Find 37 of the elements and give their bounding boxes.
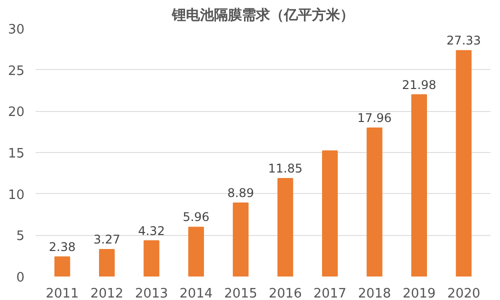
x-tick-label: 2011 [46,286,79,300]
bar [232,202,249,276]
data-label: 3.27 [94,232,120,246]
x-tick-label: 2013 [134,286,168,300]
bar [456,50,472,276]
chart-title: 锂电池隔膜需求（亿平方米） [171,6,354,24]
x-tick-label: 2012 [90,286,124,300]
data-label: 27.33 [446,34,481,48]
data-label: 17.96 [357,111,392,126]
data-label: 11.85 [268,162,302,176]
bar [277,178,294,276]
bar [99,248,115,276]
data-label: 8.89 [227,186,254,200]
bar [188,226,204,276]
y-tick-label: 0 [16,270,25,286]
bar [411,94,427,276]
bar [54,256,70,276]
y-tick-label: 5 [16,229,25,244]
bar [366,128,382,276]
bar [144,240,160,276]
x-tick-label: 2019 [402,286,436,300]
y-tick-label: 20 [8,105,25,120]
x-tick-label: 2017 [313,286,346,300]
x-tick-label: 2014 [180,286,213,300]
y-tick-label: 25 [8,64,25,79]
y-tick-label: 15 [8,146,25,162]
x-tick-label: 2016 [268,286,302,300]
x-tick-label: 2015 [224,286,258,300]
x-tick-label: 2020 [447,286,480,300]
data-label: 4.32 [138,224,165,238]
y-tick-label: 30 [8,22,25,38]
x-tick-label: 2018 [358,286,392,300]
data-label: 5.96 [182,210,210,224]
data-label: 2.38 [48,240,76,254]
y-tick-label: 10 [8,188,25,203]
data-label: 21.98 [402,78,436,92]
bar [322,150,338,276]
